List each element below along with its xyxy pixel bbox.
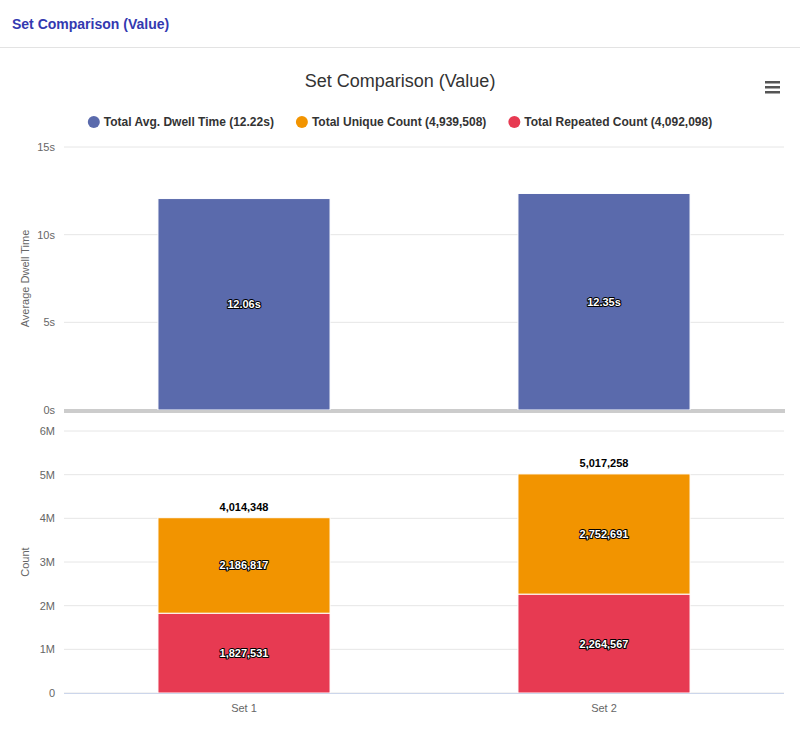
bar: [158, 199, 330, 410]
legend: Total Avg. Dwell Time (12.22s) Total Uniq…: [88, 115, 712, 129]
stack-total-label: 5,017,258: [580, 457, 629, 469]
bar: [518, 474, 690, 594]
data-labels: 1,827,531 2,186,817 4,014,348 2,264,567 2,75…: [220, 457, 629, 659]
legend-label: Total Unique Count (4,939,508): [312, 115, 486, 129]
legend-label: Total Avg. Dwell Time (12.22s): [104, 115, 274, 129]
y-tick-label: 5s: [43, 316, 55, 328]
legend-symbol: [296, 116, 308, 128]
grid-line: [64, 147, 784, 148]
y-axis-line: [64, 431, 65, 693]
chart-title: Set Comparison (Value): [305, 71, 496, 91]
data-labels: 12.06s 12.35s: [227, 296, 621, 311]
menu-line: [765, 86, 780, 89]
legend-item: Total Avg. Dwell Time (12.22s): [88, 115, 274, 129]
grid: [64, 431, 784, 693]
y-tick-label: 3M: [40, 556, 55, 568]
y-tick-label: 6M: [40, 425, 55, 437]
legend-label: Total Repeated Count (4,092,098): [524, 115, 712, 129]
bars: [158, 193, 690, 410]
legend-symbol: [88, 116, 100, 128]
x-axis-line: [64, 693, 784, 694]
y-tick-label: 1M: [40, 643, 55, 655]
y-axis-title: Average Dwell Time: [19, 230, 31, 328]
menu-line: [765, 81, 780, 84]
data-label: 12.06s: [227, 298, 261, 310]
data-label: 1,827,531: [220, 647, 269, 659]
header-title: Set Comparison (Value): [12, 16, 169, 32]
x-tick-label: Set 1: [231, 702, 257, 714]
legend-item: Total Unique Count (4,939,508): [296, 115, 486, 129]
grid: [64, 147, 784, 410]
legend-item: Total Repeated Count (4,092,098): [508, 115, 712, 129]
y-tick-label: 0: [49, 687, 55, 699]
header: Set Comparison (Value): [0, 0, 800, 48]
stack-total-label: 4,014,348: [220, 501, 269, 513]
grid-line: [64, 431, 784, 432]
bar: [158, 613, 330, 693]
y-axis-title: Count: [19, 547, 31, 576]
menu-line: [765, 91, 780, 94]
data-label: 2,264,567: [580, 638, 629, 650]
chart: Set Comparison (Value) Total Avg. Dwell T…: [0, 48, 800, 745]
y-tick-label: 4M: [40, 512, 55, 524]
legend-symbol: [508, 116, 520, 128]
y-tick-label: 15s: [37, 141, 55, 153]
y-tick-label: 2M: [40, 600, 55, 612]
x-tick-label: Set 2: [591, 702, 617, 714]
data-label: 12.35s: [587, 296, 621, 308]
bar: [158, 518, 330, 613]
bars: [158, 474, 690, 693]
y-tick-label: 10s: [37, 229, 55, 241]
y-tick-label: 0s: [43, 404, 55, 416]
data-label: 2,752,691: [580, 528, 629, 540]
y-tick-label: 5M: [40, 469, 55, 481]
data-label: 2,186,817: [220, 559, 269, 571]
bar: [518, 193, 690, 410]
bar: [518, 594, 690, 693]
y-axis-line: [64, 147, 65, 410]
menu-icon[interactable]: [765, 81, 780, 94]
